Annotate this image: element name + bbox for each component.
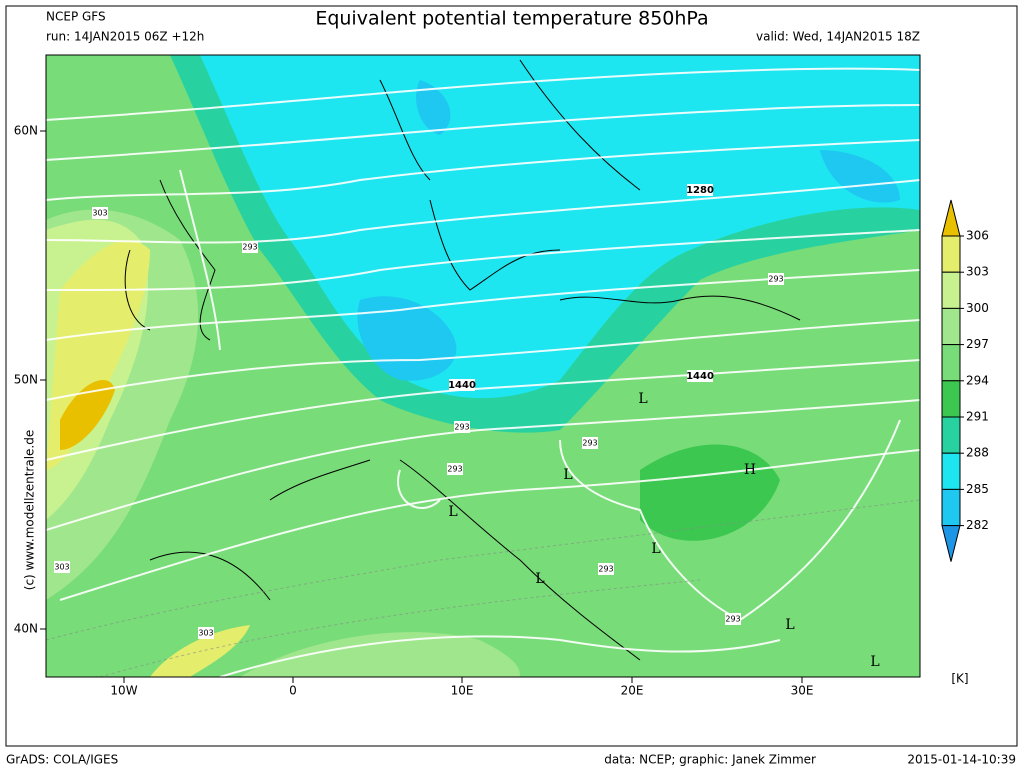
map-field (46, 55, 920, 677)
pressure-center: L (651, 541, 660, 557)
colorbar-label: 294 (966, 373, 989, 387)
contour-label: 293 (447, 465, 462, 474)
colorbar-label: 297 (966, 337, 989, 351)
field-mild (640, 444, 780, 541)
contour-label-bg (447, 463, 463, 475)
contour-label-bg (768, 273, 784, 285)
contour-label: 293 (242, 243, 257, 252)
pressure-center: H (744, 462, 756, 478)
colorbar-label: 288 (966, 446, 989, 460)
pressure-center: L (785, 617, 794, 633)
contour-label-bg (454, 421, 470, 433)
pressure-center: L (448, 504, 457, 520)
contour-label: 293 (454, 423, 469, 432)
contour-label: 1440 (686, 371, 714, 382)
colorbar-segment (941, 271, 961, 309)
field-warm (240, 632, 520, 677)
contour-label: 303 (198, 629, 213, 638)
colorbar-label: 300 (966, 301, 989, 315)
contours (46, 67, 920, 677)
contour-label-bg (725, 613, 741, 625)
colorbar-segment (941, 235, 961, 273)
contour-label: 293 (582, 439, 597, 448)
run: run: 14JAN2015 06Z +12h (46, 30, 204, 44)
contour-label: 293 (725, 615, 740, 624)
colorbar-segment (941, 344, 961, 382)
lon-label: 30E (791, 684, 814, 698)
valid: valid: Wed, 14JAN2015 18Z (756, 30, 920, 44)
lat-label: 40N (14, 622, 38, 636)
lon-label: 20E (621, 684, 644, 698)
lon-label: 10E (451, 684, 474, 698)
contour-label-bg (449, 379, 475, 391)
colorbar-segment (941, 307, 961, 346)
field-coldest (416, 80, 900, 203)
contour-label: 303 (92, 209, 107, 218)
pressure-center: L (535, 571, 544, 587)
contour-label: 303 (54, 563, 69, 572)
contour-label: 293 (598, 565, 613, 574)
title: Equivalent potential temperature 850hPa (315, 8, 708, 30)
colorbar-segment (941, 452, 961, 490)
contour-label-bg (92, 207, 108, 219)
contour-label-bg (198, 627, 214, 639)
colorbar-segment (941, 488, 961, 527)
colorbar-label: 303 (966, 265, 989, 279)
contour-label-bg (598, 563, 614, 575)
pressure-center: L (870, 654, 879, 670)
model: NCEP GFS (46, 10, 106, 24)
lon-label: 10W (110, 684, 137, 698)
colorbar-unit: [K] (951, 672, 968, 686)
contour-label: 293 (768, 275, 783, 284)
colorbar-label: 306 (966, 229, 989, 243)
colorbar-label: 291 (966, 410, 989, 424)
colorbar-label: 282 (966, 518, 989, 532)
colorbar-segment (941, 416, 961, 454)
contour-label: 1280 (686, 185, 714, 196)
pressure-center: L (563, 467, 572, 483)
contour-label-bg (582, 437, 598, 449)
lat-label: 60N (14, 124, 38, 138)
lon-label: 0 (289, 684, 297, 698)
colorbar-cap (941, 525, 961, 562)
plot-border (45, 54, 921, 678)
footer-software: GrADS: COLA/IGES (6, 753, 118, 767)
contour-label-bg (54, 561, 70, 573)
lat-label: 50N (14, 373, 38, 387)
colorbar-segment (941, 380, 961, 418)
footer-credit: data: NCEP; graphic: Janek Zimmer (604, 753, 816, 767)
contour-label: 1440 (448, 380, 476, 391)
pressure-center: L (638, 391, 647, 407)
field-hot (60, 380, 115, 450)
contour-label-bg (687, 370, 713, 382)
contour-label-bg (242, 241, 258, 253)
side-credit: (c) www.modellzentrale.de (23, 430, 37, 590)
footer-timestamp: 2015-01-14-10:39 (907, 753, 1016, 767)
contour-label-bg (687, 184, 713, 196)
colorbar-label: 285 (966, 482, 989, 496)
